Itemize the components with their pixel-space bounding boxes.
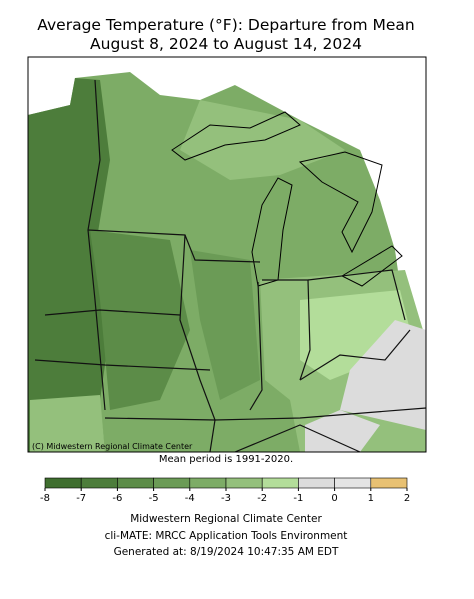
footer-line: Midwestern Regional Climate Center <box>130 513 322 525</box>
legend-tick-label: 1 <box>368 493 374 504</box>
legend: -8 -7 -6 -5 -4 -3 -2 -1 0 1 2 <box>40 477 410 504</box>
legend-tick-label: -2 <box>257 493 267 504</box>
legend-swatch <box>44 477 82 489</box>
legend-swatch <box>261 477 299 489</box>
legend-tick-label: -8 <box>40 493 50 504</box>
legend-swatch <box>370 477 408 489</box>
legend-swatch <box>117 477 154 489</box>
map-credit: (C) Midwestern Regional Climate Center <box>32 442 193 451</box>
legend-swatch <box>298 477 335 489</box>
legend-swatch <box>80 477 118 489</box>
footer-line: cli-MATE: MRCC Application Tools Environ… <box>105 530 348 542</box>
legend-swatch <box>334 477 372 489</box>
mean-period-note: Mean period is 1991-2020. <box>159 454 293 465</box>
legend-tick-label: -5 <box>149 493 159 504</box>
legend-swatch <box>225 477 263 489</box>
legend-tick-label: -7 <box>76 493 86 504</box>
legend-tick-label: 0 <box>331 493 337 504</box>
legend-swatch <box>189 477 227 489</box>
legend-tick-label: -6 <box>112 493 122 504</box>
legend-swatch <box>153 477 191 489</box>
subtitle: August 8, 2024 to August 14, 2024 <box>90 35 362 53</box>
map: (C) Midwestern Regional Climate Center <box>27 56 427 453</box>
title: Average Temperature (°F): Departure from… <box>37 16 414 34</box>
legend-tick-label: 2 <box>404 493 410 504</box>
footer-line: Generated at: 8/19/2024 10:47:35 AM EDT <box>114 546 339 558</box>
legend-tick-label: -4 <box>185 493 195 504</box>
legend-tick-label: -1 <box>293 493 303 504</box>
legend-tick-label: -3 <box>221 493 231 504</box>
